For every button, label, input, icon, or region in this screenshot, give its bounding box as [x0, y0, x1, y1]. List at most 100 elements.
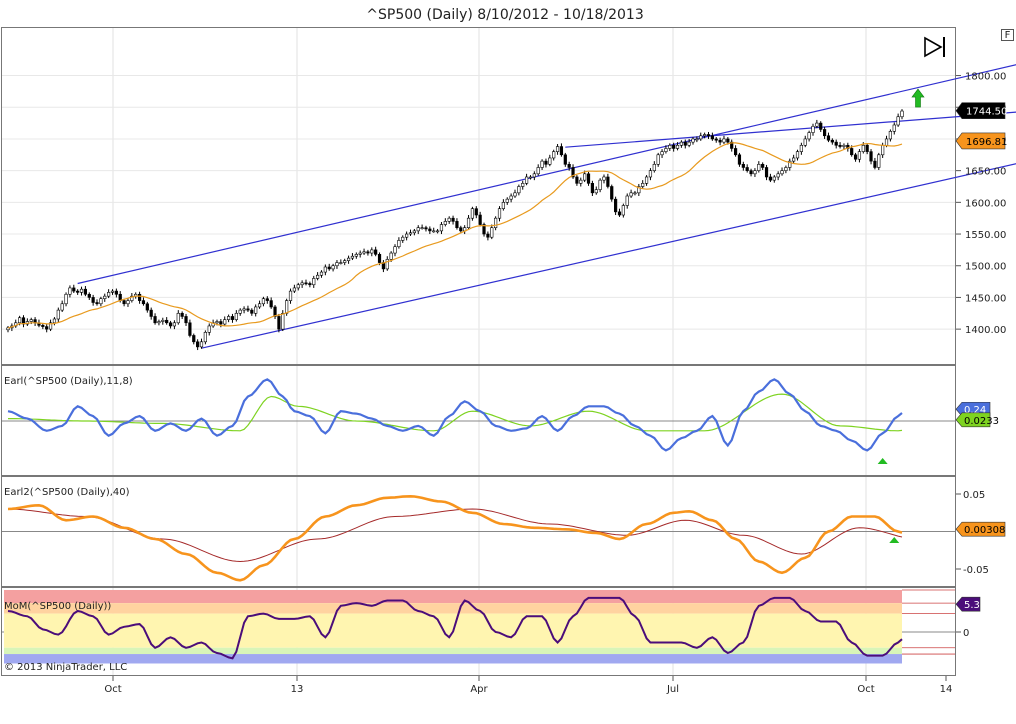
- earl2-value-badge-shape: [955, 521, 1006, 537]
- candle: [896, 116, 900, 126]
- scroll-to-end-icon[interactable]: [924, 36, 945, 58]
- candle: [420, 227, 424, 229]
- mom-zone-blue: [4, 654, 902, 664]
- resistance-line: [565, 111, 1016, 148]
- mom-value-badge-shape: [955, 596, 981, 612]
- candle: [180, 312, 184, 317]
- candle: [795, 151, 800, 159]
- candle: [234, 312, 238, 320]
- candle: [319, 271, 324, 276]
- y-tick-label: 1650.00: [965, 167, 1006, 178]
- candle: [494, 217, 498, 228]
- candle: [497, 208, 502, 219]
- candle: [652, 164, 656, 171]
- candle: [60, 303, 64, 311]
- candle: [524, 176, 529, 184]
- mom-value-badge: 5.3: [955, 596, 981, 612]
- candle: [583, 173, 587, 181]
- value-badges: 1744.50 1696.81 0.240.0233 0.00308 5.3: [877, 88, 1007, 612]
- indicator-lines: [7, 142, 903, 660]
- mom-label: MoM(^SP500 (Daily)): [4, 601, 111, 612]
- candle: [219, 321, 223, 325]
- candle: [64, 293, 68, 305]
- candle: [470, 208, 475, 219]
- candle: [335, 262, 339, 267]
- candle: [687, 141, 691, 146]
- candle: [892, 124, 896, 132]
- candle: [242, 308, 246, 311]
- candle: [764, 167, 769, 178]
- x-tick-label: 14: [940, 684, 953, 695]
- candle: [72, 287, 76, 292]
- candle: [188, 322, 192, 336]
- candle: [52, 318, 57, 324]
- candle: [126, 300, 130, 305]
- earl-label: Earl(^SP500 (Daily),11,8): [4, 376, 133, 387]
- x-tick-label: Jul: [666, 684, 679, 695]
- candle: [346, 257, 351, 261]
- candle: [853, 154, 858, 160]
- candle: [87, 293, 91, 298]
- candle: [637, 186, 641, 194]
- candle: [865, 144, 869, 152]
- candle: [517, 186, 521, 194]
- candle: [149, 309, 153, 317]
- candle: [691, 138, 695, 143]
- y-tick-label: 1400.00: [965, 325, 1006, 336]
- candle: [644, 176, 649, 184]
- candle: [196, 341, 200, 348]
- candle: [792, 157, 796, 162]
- candle: [768, 176, 773, 181]
- candle: [703, 134, 707, 137]
- candle: [29, 319, 33, 322]
- corner-box[interactable]: [1001, 29, 1014, 41]
- candle: [772, 176, 776, 181]
- candle: [122, 300, 126, 305]
- candles: [6, 109, 904, 351]
- candle: [385, 259, 389, 270]
- candle: [83, 288, 88, 295]
- candle: [606, 176, 610, 187]
- candle: [358, 252, 362, 255]
- candle: [699, 135, 703, 140]
- candle: [354, 254, 358, 257]
- y-tick-label: 1500.00: [965, 262, 1006, 273]
- candle: [590, 183, 594, 194]
- candle: [176, 312, 180, 324]
- candle: [486, 233, 490, 238]
- candle: [165, 319, 169, 324]
- candle: [110, 290, 115, 293]
- candle: [397, 240, 401, 248]
- candle: [137, 293, 142, 301]
- arrow-up-icon: [911, 88, 925, 108]
- candle: [544, 160, 548, 165]
- candle: [633, 192, 637, 195]
- candle: [254, 306, 258, 314]
- candle: [153, 316, 157, 324]
- candle: [710, 135, 714, 140]
- candle: [285, 300, 289, 314]
- candle: [799, 144, 803, 152]
- candle: [660, 151, 664, 156]
- x-tick-label: Apr: [470, 684, 488, 695]
- candle: [103, 295, 107, 300]
- candle: [374, 249, 378, 255]
- candle: [168, 322, 173, 327]
- candle: [350, 255, 355, 259]
- candle: [575, 176, 579, 184]
- candle: [393, 246, 397, 254]
- earl2-value-badge: 0.00308: [955, 521, 1006, 537]
- candle: [548, 157, 552, 165]
- candle: [269, 300, 273, 308]
- candle: [428, 228, 432, 232]
- candle: [41, 325, 45, 327]
- candle: [246, 308, 250, 311]
- candle: [412, 230, 416, 234]
- channel-lower-line: [201, 163, 1016, 349]
- mom-zone-orange: [4, 603, 902, 614]
- candle: [459, 227, 463, 232]
- candle: [826, 135, 831, 141]
- candle: [91, 297, 95, 303]
- earl-slow-badge-text: 0.0233: [964, 416, 999, 427]
